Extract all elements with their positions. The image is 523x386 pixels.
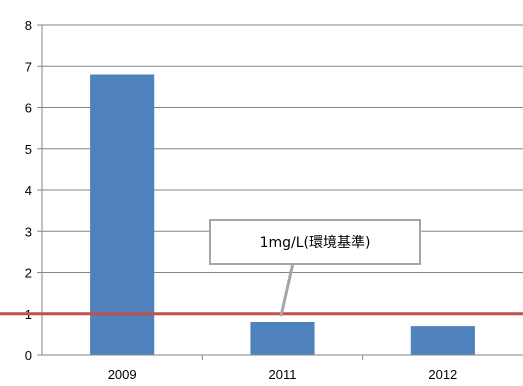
callout-pointer xyxy=(279,262,295,317)
y-tick-label: 7 xyxy=(25,59,32,74)
y-tick-label: 6 xyxy=(25,101,32,116)
bar-2011 xyxy=(250,322,315,355)
y-tick-label: 8 xyxy=(25,18,32,33)
bar-2009 xyxy=(90,74,155,355)
callout-label: 1mg/L(環境基準) xyxy=(260,234,371,251)
y-axis-tick-labels: 012345678 xyxy=(25,18,32,363)
y-tick-label: 2 xyxy=(25,266,32,281)
annotation-callout: 1mg/L(環境基準) xyxy=(209,219,421,317)
x-axis-tick-labels: 2009 2011 2012 xyxy=(108,367,458,382)
x-tick-label: 2011 xyxy=(269,367,297,382)
x-tick-label: 2009 xyxy=(108,367,137,382)
y-tick-label: 5 xyxy=(25,142,32,157)
y-tick-label: 4 xyxy=(25,183,32,198)
bar-2012 xyxy=(410,326,475,355)
bars xyxy=(90,74,475,355)
y-tick-label: 0 xyxy=(25,348,32,363)
x-tick-label: 2012 xyxy=(428,367,457,382)
callout-box xyxy=(209,219,421,265)
axes xyxy=(37,24,523,360)
y-tick-label: 3 xyxy=(25,224,32,239)
